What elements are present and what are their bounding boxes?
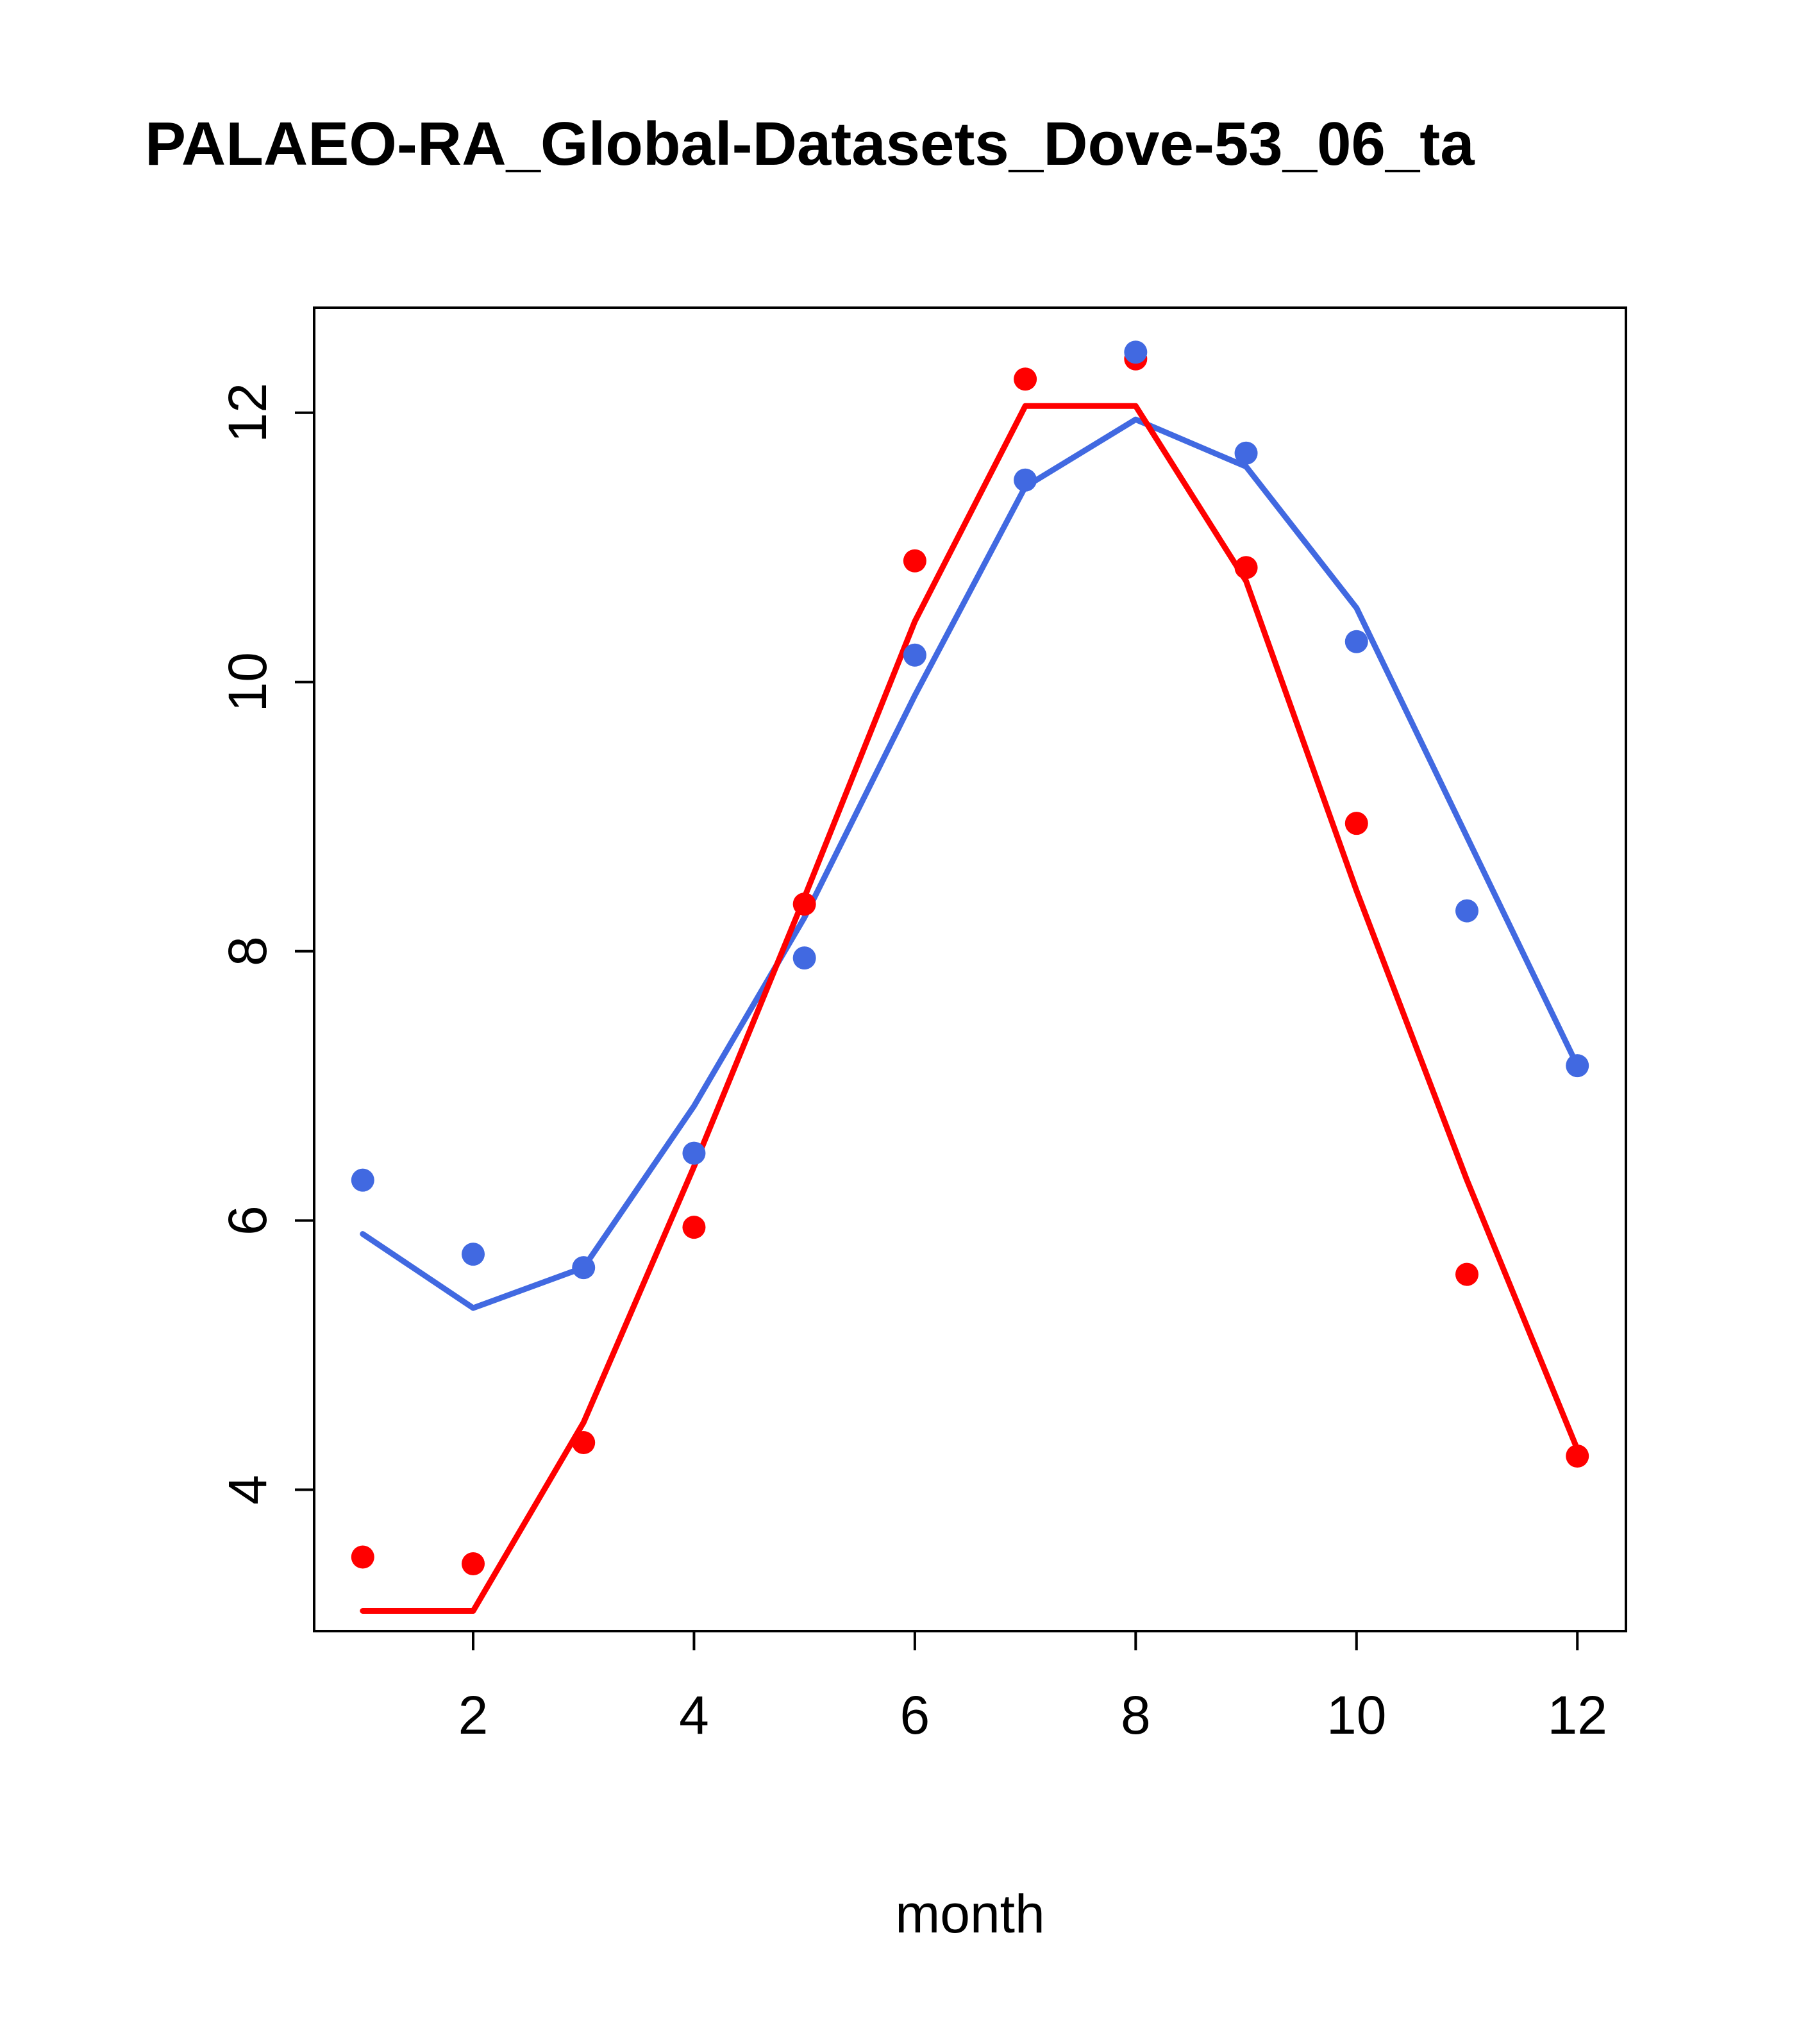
- red-points-marker: [1014, 367, 1037, 391]
- blue-points-marker: [682, 1141, 706, 1165]
- red-points-marker: [1234, 556, 1258, 580]
- y-tick-label: 8: [217, 936, 278, 966]
- red-points-marker: [462, 1552, 485, 1576]
- chart-title: PALAEO-RA_Global-Datasets_Dove-53_06_ta: [145, 110, 1475, 178]
- red-points-marker: [792, 892, 816, 916]
- plot-box: [313, 306, 1627, 1632]
- x-tick-label: 12: [1548, 1685, 1607, 1745]
- x-tick-label: 4: [679, 1685, 709, 1745]
- x-tick-label: 6: [900, 1685, 930, 1745]
- blue-points-marker: [1014, 468, 1037, 492]
- red-points-marker: [1566, 1445, 1589, 1468]
- y-tick-label: 4: [217, 1475, 278, 1505]
- red-points-marker: [1344, 812, 1368, 835]
- blue-line: [360, 416, 1580, 1311]
- red-points-marker: [1455, 1262, 1478, 1286]
- blue-points-marker: [1566, 1054, 1589, 1078]
- blue-points-marker: [903, 643, 926, 667]
- blue-points-marker: [792, 946, 816, 970]
- x-tick-label: 8: [1121, 1685, 1151, 1745]
- blue-points-marker: [351, 1168, 374, 1192]
- y-tick-label: 12: [217, 383, 278, 442]
- blue-points-marker: [572, 1256, 596, 1280]
- x-tick-label: 2: [458, 1685, 489, 1745]
- blue-points-marker: [1344, 630, 1368, 653]
- red-points-marker: [351, 1545, 374, 1569]
- red-points-marker: [682, 1216, 706, 1239]
- red-line: [360, 403, 1580, 1614]
- red-points-marker: [903, 549, 926, 573]
- blue-points-marker: [1234, 441, 1258, 465]
- plot-area: 2 4 6 8 10 12 4 6 8 10 12 month: [217, 306, 1627, 1944]
- y-tick-label: 6: [217, 1205, 278, 1236]
- y-tick-label: 10: [217, 652, 278, 712]
- blue-points-marker: [1124, 340, 1148, 364]
- blue-points-marker: [1455, 899, 1478, 923]
- x-tick-label: 10: [1327, 1685, 1386, 1745]
- x-axis-label: month: [895, 1884, 1044, 1944]
- red-points-marker: [572, 1431, 596, 1455]
- blue-points-marker: [462, 1243, 485, 1266]
